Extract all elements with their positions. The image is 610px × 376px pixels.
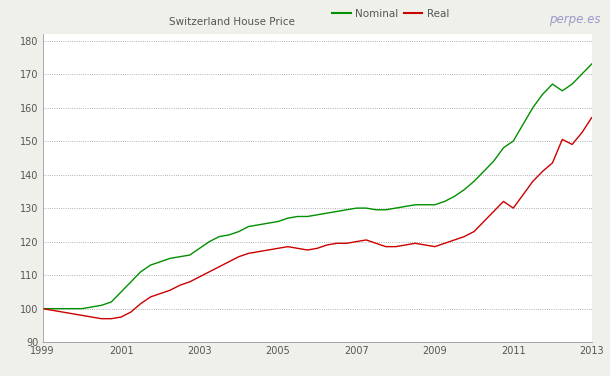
Legend: Nominal, Real: Nominal, Real [328, 5, 453, 23]
Text: perpe.es: perpe.es [550, 13, 601, 26]
Text: Switzerland House Price: Switzerland House Price [169, 17, 295, 27]
